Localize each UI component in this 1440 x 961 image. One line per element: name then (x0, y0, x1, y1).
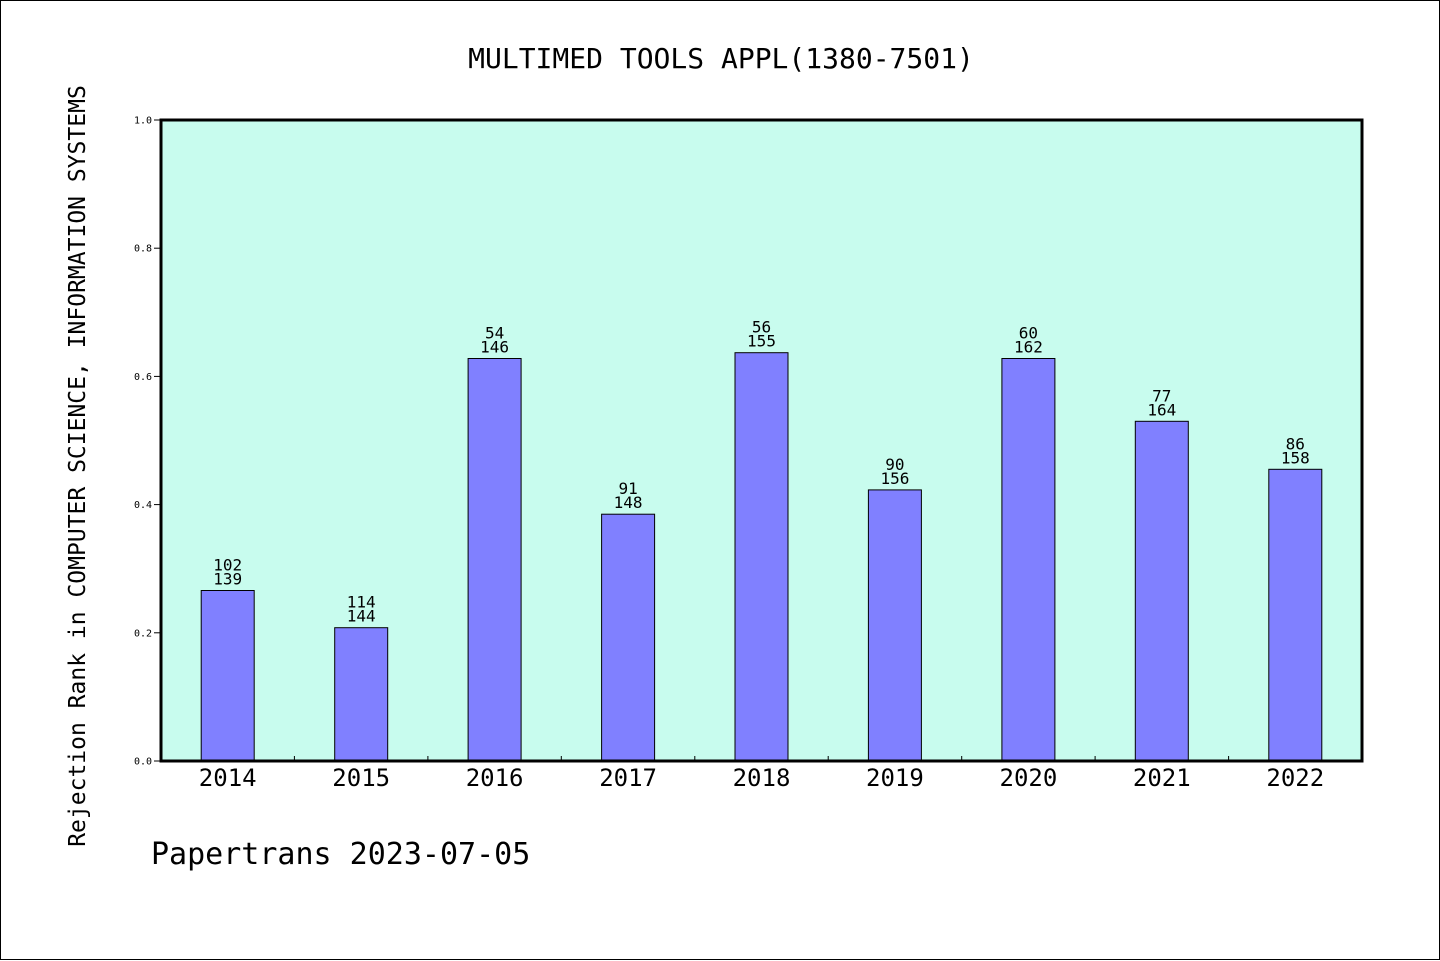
bar-rank-label-2014: 102 (213, 556, 242, 575)
bar-rank-label-2017: 91 (618, 479, 637, 498)
x-tick-label-2016: 2016 (466, 764, 524, 792)
chart-title: MULTIMED TOOLS APPL(1380-7501) (468, 42, 974, 75)
y-axis: 0.0 0.2 0.4 0.6 0.8 1.0 (134, 116, 161, 768)
x-tick-label-2017: 2017 (599, 764, 657, 792)
plot-border (159, 118, 1364, 763)
x-tick-label-2022: 2022 (1266, 764, 1324, 792)
y-tick-label-0.8: 0.8 (134, 244, 152, 255)
bar-total-label-2016: 146 (480, 338, 509, 357)
bar-2017 (601, 513, 656, 762)
bar-total-label-2022: 158 (1281, 448, 1310, 467)
bar-total-label-2020: 162 (1014, 338, 1043, 357)
bar-2015 (334, 627, 389, 762)
bar-rank-label-2019: 90 (885, 455, 904, 474)
bar-total-label-2021: 164 (1147, 400, 1176, 419)
footer-text: Papertrans 2023-07-05 (151, 837, 530, 872)
bar-2016 (467, 358, 522, 762)
y-tick-label-0.0: 0.0 (134, 757, 152, 768)
bar-rank-label-2020: 60 (1019, 324, 1038, 343)
x-tick-label-2014: 2014 (199, 764, 257, 792)
bar-total-label-2017: 148 (614, 493, 643, 512)
bar-total-label-2014: 139 (213, 570, 242, 589)
y-tick-label-0.2: 0.2 (134, 628, 152, 639)
bars-layer (200, 352, 1323, 762)
bar-2018 (734, 352, 789, 762)
bar-2020 (1001, 358, 1056, 762)
bar-2021 (1134, 420, 1189, 762)
bar-labels-layer: 1021391141445414691148561559015660162771… (213, 318, 1310, 626)
bar-total-label-2019: 156 (880, 469, 909, 488)
bar-rank-label-2016: 54 (485, 324, 504, 343)
bar-total-label-2018: 155 (747, 332, 776, 351)
x-tick-label-2018: 2018 (733, 764, 791, 792)
bar-rank-label-2021: 77 (1152, 386, 1171, 405)
y-tick-label-0.4: 0.4 (134, 500, 152, 511)
x-tick-label-2020: 2020 (1000, 764, 1058, 792)
bar-2022 (1268, 468, 1323, 762)
y-tick-label-0.6: 0.6 (134, 372, 152, 383)
bar-rank-label-2022: 86 (1286, 434, 1305, 453)
bar-rank-label-2015: 114 (347, 593, 376, 612)
x-tick-label-2015: 2015 (332, 764, 390, 792)
bar-rank-label-2018: 56 (752, 318, 771, 337)
x-axis: 2014 2015 2016 2017 2018 2019 2020 2021 2022 (199, 756, 1324, 792)
y-tick-label-1.0: 1.0 (134, 116, 152, 127)
y-axis-label: Rejection Rank in COMPUTER SCIENCE, INFO… (65, 85, 91, 847)
x-tick-label-2019: 2019 (866, 764, 924, 792)
x-tick-label-2021: 2021 (1133, 764, 1191, 792)
bar-2014 (200, 590, 255, 762)
bar-2019 (867, 489, 922, 762)
bar-total-label-2015: 144 (347, 607, 376, 626)
